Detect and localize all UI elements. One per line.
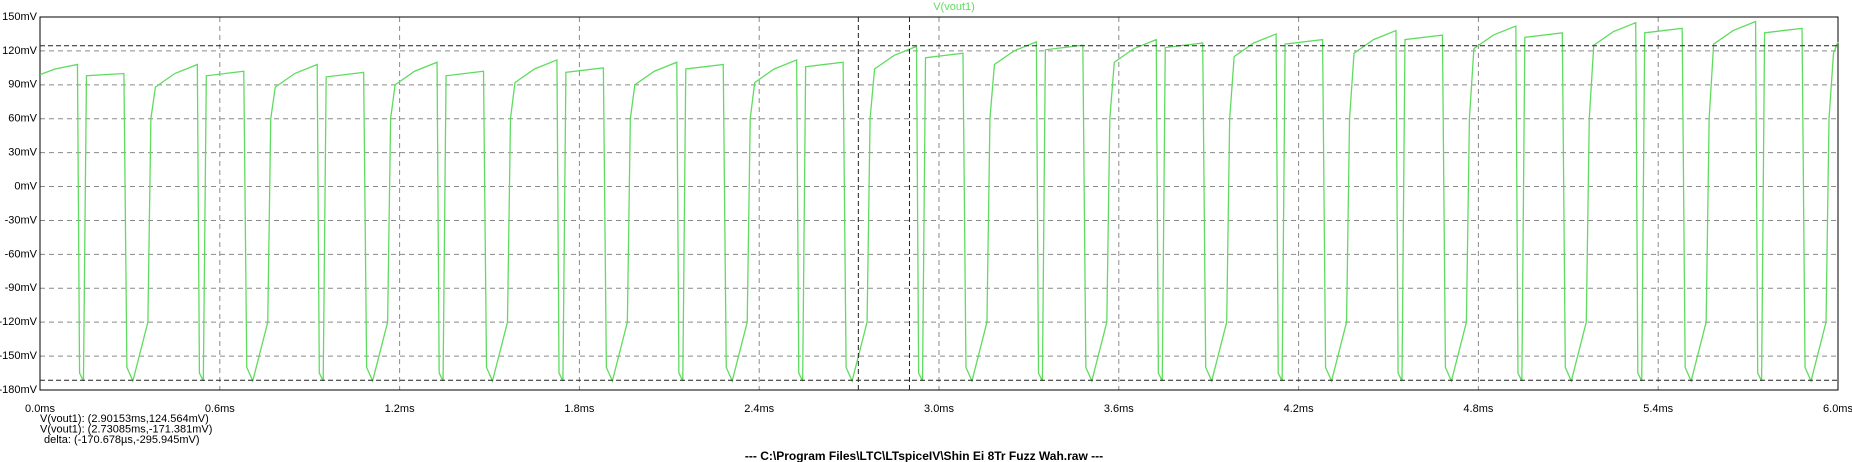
x-tick-label: 3.6ms: [1104, 403, 1134, 415]
y-tick-label: -150mV: [0, 350, 38, 362]
x-tick-label: 6.0ms: [1823, 403, 1852, 415]
x-tick-label: 2.4ms: [744, 403, 774, 415]
trace: [39, 20, 1839, 383]
y-tick-label: -60mV: [5, 248, 38, 260]
x-tick-label: 4.2ms: [1284, 403, 1314, 415]
y-tick-label: 0mV: [14, 180, 37, 192]
y-tick-label: 30mV: [8, 147, 37, 159]
cursor-readout: V(vout1): (2.73085ms,-171.381mV): [40, 423, 212, 435]
y-tick-label: 90mV: [8, 79, 37, 91]
x-tick-label: 0.0ms: [25, 403, 55, 415]
y-tick-label: 150mV: [2, 11, 38, 23]
y-tick-label: -30mV: [5, 214, 38, 226]
x-tick-label: 0.6ms: [205, 403, 235, 415]
y-tick-label: -180mV: [0, 384, 38, 396]
y-tick-label: 60mV: [8, 113, 37, 125]
plot-frame: [39, 16, 1839, 391]
y-tick-label: 120mV: [2, 45, 38, 57]
x-tick-label: 1.8ms: [564, 403, 594, 415]
y-tick-label: -120mV: [0, 316, 38, 328]
x-tick-label: 3.0ms: [924, 403, 954, 415]
y-tick-label: -90mV: [5, 282, 38, 294]
cursor-delta: delta: (-170.678µs,-295.945mV): [44, 434, 200, 446]
footer: --- C:\Program Files\LTC\LTspiceIV\Shin …: [745, 449, 1103, 462]
legend-entry: V(vout1): [933, 1, 975, 13]
x-tick-label: 4.8ms: [1463, 403, 1493, 415]
x-tick-label: 1.2ms: [385, 403, 415, 415]
x-tick-label: 5.4ms: [1643, 403, 1673, 415]
cursor-readout: V(vout1): (2.90153ms,124.564mV): [40, 413, 209, 425]
